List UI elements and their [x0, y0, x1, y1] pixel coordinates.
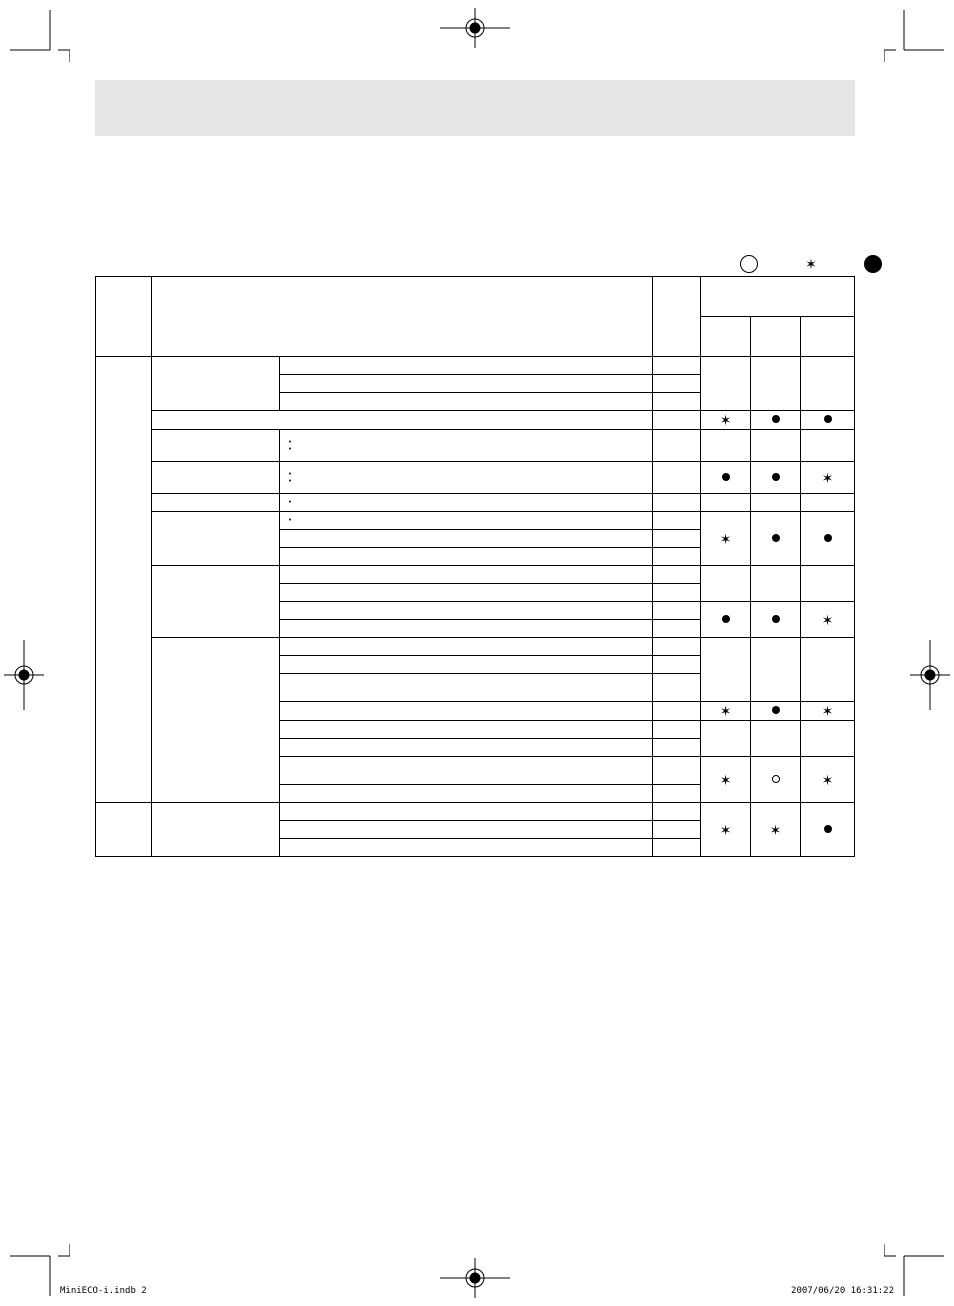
bullet-list — [283, 439, 649, 453]
footer-left: MiniECO-i.indb 2 — [60, 1286, 147, 1296]
crop-mark-tl — [10, 10, 70, 70]
legend-star-icon: ✶ — [802, 255, 820, 273]
footer: MiniECO-i.indb 2 2007/06/20 16:31:22 — [0, 1286, 954, 1296]
table-row — [96, 430, 855, 462]
table-row — [96, 638, 855, 656]
legend-open-circle-icon — [740, 255, 758, 273]
table-row — [96, 357, 855, 375]
table-row: ✶ ✶ — [96, 803, 855, 821]
main-table: ✶ ✶ — [95, 276, 855, 857]
legend-filled-circle-icon — [864, 255, 882, 273]
table-row — [96, 494, 855, 512]
page: ✶ — [0, 0, 954, 1306]
legend-row: ✶ — [740, 255, 882, 273]
reg-mark-left — [4, 640, 44, 710]
content-frame: ✶ — [95, 80, 855, 1060]
table-row: ✶ — [96, 411, 855, 430]
bullet-list — [283, 471, 649, 485]
table-row — [96, 566, 855, 584]
header-band — [95, 80, 855, 136]
footer-right: 2007/06/20 16:31:22 — [791, 1286, 894, 1296]
crop-mark-tr — [884, 10, 944, 70]
table-row: ✶ — [96, 512, 855, 530]
bullet-list — [283, 517, 649, 524]
reg-mark-top — [440, 8, 510, 48]
table-row: ✶ — [96, 462, 855, 494]
table-header-row — [96, 277, 855, 317]
reg-mark-right — [910, 640, 950, 710]
bullet-list — [283, 499, 649, 506]
